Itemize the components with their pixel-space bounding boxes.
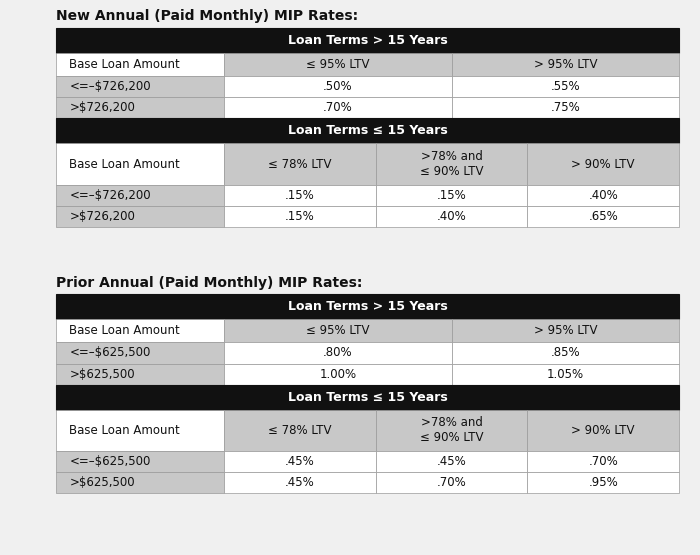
Bar	[224, 472, 376, 493]
Bar	[56, 294, 679, 319]
Bar	[376, 451, 527, 472]
Text: Loan Terms > 15 Years: Loan Terms > 15 Years	[288, 34, 447, 47]
Bar	[527, 143, 679, 185]
Bar	[56, 97, 224, 118]
Text: Base Loan Amount: Base Loan Amount	[69, 424, 180, 437]
Text: <=–$625,500: <=–$625,500	[69, 455, 150, 468]
Bar	[56, 76, 224, 97]
Text: .55%: .55%	[550, 80, 580, 93]
Bar	[224, 342, 452, 364]
Bar	[527, 410, 679, 451]
Bar	[56, 206, 224, 227]
Text: .40%: .40%	[588, 189, 618, 202]
Bar	[224, 53, 452, 76]
Text: >$726,200: >$726,200	[69, 210, 135, 223]
Text: >78% and
≤ 90% LTV: >78% and ≤ 90% LTV	[420, 416, 484, 445]
Bar	[56, 319, 224, 342]
Text: Loan Terms ≤ 15 Years: Loan Terms ≤ 15 Years	[288, 124, 447, 137]
Bar	[452, 342, 679, 364]
Bar	[376, 206, 527, 227]
Bar	[452, 97, 679, 118]
Text: Base Loan Amount: Base Loan Amount	[69, 58, 180, 71]
Bar	[527, 472, 679, 493]
Text: Base Loan Amount: Base Loan Amount	[69, 158, 180, 170]
Text: ≤ 95% LTV: ≤ 95% LTV	[306, 324, 370, 337]
Text: .40%: .40%	[437, 210, 466, 223]
Text: >$625,500: >$625,500	[69, 476, 135, 490]
Bar	[224, 206, 376, 227]
Bar	[224, 185, 376, 206]
Text: >78% and
≤ 90% LTV: >78% and ≤ 90% LTV	[420, 150, 484, 178]
Text: <=–$726,200: <=–$726,200	[69, 189, 151, 202]
Text: Base Loan Amount: Base Loan Amount	[69, 324, 180, 337]
Bar	[224, 410, 376, 451]
Bar	[452, 76, 679, 97]
Text: .95%: .95%	[588, 476, 618, 490]
Text: .45%: .45%	[285, 476, 315, 490]
Text: <=–$625,500: <=–$625,500	[69, 346, 150, 360]
Bar	[56, 342, 224, 364]
Text: .45%: .45%	[285, 455, 315, 468]
Text: .15%: .15%	[437, 189, 466, 202]
Text: Loan Terms ≤ 15 Years: Loan Terms ≤ 15 Years	[288, 391, 447, 403]
Bar	[56, 28, 679, 53]
Text: .45%: .45%	[437, 455, 466, 468]
Text: .15%: .15%	[285, 189, 315, 202]
Text: Loan Terms > 15 Years: Loan Terms > 15 Years	[288, 300, 447, 313]
Bar	[376, 143, 527, 185]
Bar	[527, 185, 679, 206]
Bar	[56, 472, 224, 493]
Text: New Annual (Paid Monthly) MIP Rates:: New Annual (Paid Monthly) MIP Rates:	[56, 9, 358, 23]
Bar	[527, 206, 679, 227]
Bar	[56, 185, 224, 206]
Text: 1.05%: 1.05%	[547, 367, 584, 381]
Text: ≤ 78% LTV: ≤ 78% LTV	[268, 424, 332, 437]
Text: .75%: .75%	[550, 101, 580, 114]
Text: <=–$726,200: <=–$726,200	[69, 80, 151, 93]
Text: >$625,500: >$625,500	[69, 367, 135, 381]
Bar	[224, 319, 452, 342]
Bar	[224, 451, 376, 472]
Text: 1.00%: 1.00%	[319, 367, 356, 381]
Text: .70%: .70%	[437, 476, 466, 490]
Bar	[224, 76, 452, 97]
Text: .85%: .85%	[550, 346, 580, 360]
Text: >$726,200: >$726,200	[69, 101, 135, 114]
Bar	[452, 364, 679, 385]
Bar	[56, 118, 679, 143]
Bar	[224, 97, 452, 118]
Text: > 90% LTV: > 90% LTV	[571, 424, 635, 437]
Text: .15%: .15%	[285, 210, 315, 223]
Text: .65%: .65%	[588, 210, 618, 223]
Bar	[56, 451, 224, 472]
Text: ≤ 95% LTV: ≤ 95% LTV	[306, 58, 370, 71]
Bar	[452, 53, 679, 76]
Bar	[56, 385, 679, 410]
Bar	[376, 185, 527, 206]
Bar	[56, 410, 224, 451]
Text: Prior Annual (Paid Monthly) MIP Rates:: Prior Annual (Paid Monthly) MIP Rates:	[56, 276, 363, 290]
Text: .70%: .70%	[323, 101, 353, 114]
Text: .70%: .70%	[588, 455, 618, 468]
Bar	[224, 143, 376, 185]
Bar	[56, 143, 224, 185]
Text: .50%: .50%	[323, 80, 353, 93]
Bar	[376, 472, 527, 493]
Text: .80%: .80%	[323, 346, 353, 360]
Bar	[56, 53, 224, 76]
Bar	[527, 451, 679, 472]
Bar	[376, 410, 527, 451]
Bar	[224, 364, 452, 385]
Bar	[452, 319, 679, 342]
Text: > 95% LTV: > 95% LTV	[533, 324, 597, 337]
Bar	[56, 364, 224, 385]
Text: > 90% LTV: > 90% LTV	[571, 158, 635, 170]
Text: ≤ 78% LTV: ≤ 78% LTV	[268, 158, 332, 170]
Text: > 95% LTV: > 95% LTV	[533, 58, 597, 71]
